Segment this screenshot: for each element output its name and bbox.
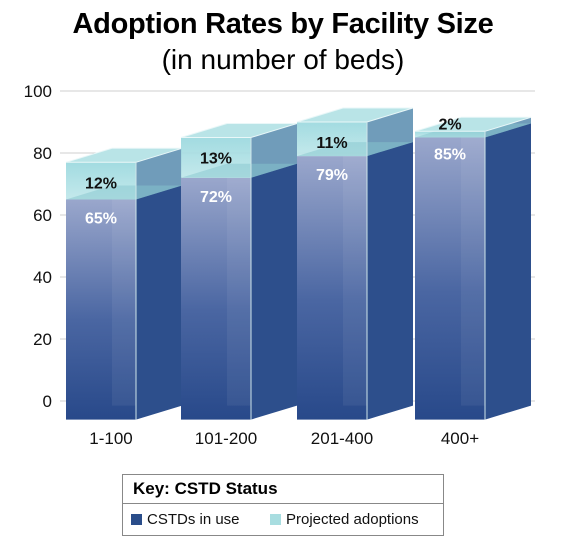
bar-side-3 [485, 117, 531, 420]
bars [65, 107, 532, 420]
bar-topcap-3 [414, 116, 532, 132]
legend-item-projected: Projected adoptions [270, 511, 419, 528]
legend-label-projected: Projected adoptions [286, 511, 419, 528]
data-label-projected-2: 11% [316, 135, 347, 152]
bar-topcap-2 [296, 107, 414, 123]
bar-side-2 [367, 108, 413, 420]
chart-title: Adoption Rates by Facility Size [72, 8, 494, 40]
data-label-in-use-0: 65% [85, 211, 117, 228]
bar-midcap-0 [66, 185, 182, 200]
legend-title: Key: CSTD Status [133, 479, 278, 498]
legend-item-in-use: CSTDs in use [131, 511, 240, 528]
bar-inner-1 [227, 163, 251, 406]
bar-side-0 [136, 148, 182, 420]
bar-inner-2 [343, 142, 367, 406]
bar-inner-3 [461, 123, 485, 406]
legend-swatch-projected [270, 514, 281, 525]
legend-divider [123, 503, 443, 504]
y-axis: 0 20 40 60 80 100 1-100 101-200 201-400 400+ [24, 82, 480, 448]
x-tick-label-3: 400+ [441, 429, 479, 448]
data-label-in-use-3: 85% [434, 147, 466, 164]
bar-side-1 [251, 123, 297, 420]
data-label-projected-3: 2% [438, 116, 461, 133]
bar-midcap-2 [297, 142, 413, 157]
legend-label-in-use: CSTDs in use [147, 511, 240, 528]
data-label-projected-1: 13% [200, 151, 232, 168]
bar-in-use-3 [415, 137, 485, 420]
bar-midcap-1 [181, 163, 297, 178]
x-tick-label-1: 101-200 [195, 429, 257, 448]
legend: Key: CSTD Status CSTDs in use Projected … [122, 474, 444, 536]
x-tick-label-0: 1-100 [89, 429, 132, 448]
data-label-in-use-2: 79% [316, 167, 348, 184]
bar-in-use-1 [181, 177, 251, 420]
bar-chart: 0 20 40 60 80 100 1-100 101-200 201-400 400+ 12% 6… [24, 82, 535, 448]
x-tick-label-2: 201-400 [311, 429, 373, 448]
data-label-in-use-1: 72% [200, 189, 232, 206]
y-tick-label-40: 40 [33, 268, 52, 287]
data-labels: 12% 65% 13% 72% 11% 79% 2% 85% [85, 116, 466, 227]
y-tick-label-80: 80 [33, 144, 52, 163]
y-tick-label-0: 0 [43, 392, 52, 411]
y-tick-label-60: 60 [33, 206, 52, 225]
y-tick-label-20: 20 [33, 330, 52, 349]
legend-swatch-in-use [131, 514, 142, 525]
y-tick-label-100: 100 [24, 82, 52, 101]
bar-in-use-0 [66, 199, 136, 420]
data-label-projected-0: 12% [85, 175, 117, 192]
bar-in-use-2 [297, 156, 367, 420]
chart-subtitle: (in number of beds) [161, 44, 405, 75]
bar-inner-0 [112, 185, 136, 406]
